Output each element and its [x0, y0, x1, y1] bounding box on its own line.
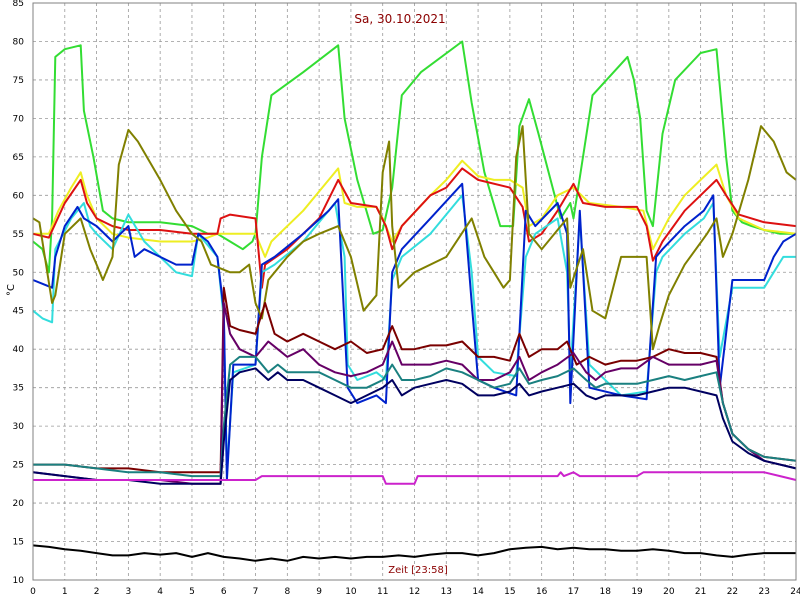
series-line-6: [32, 125, 797, 351]
x-tick-label: 21: [695, 587, 706, 597]
x-tick-label: 1: [62, 587, 68, 597]
series-layer: [32, 40, 797, 562]
series-line-4: [32, 194, 796, 474]
chart-title: Sa, 30.10.2021: [354, 12, 445, 26]
x-tick-labels: 0 1 2 3 4 5 6 7 8 9 10 11 12 13 14 15 16 17 18 19 20 21 22 23 24: [30, 587, 800, 597]
x-tick-label: 7: [253, 587, 259, 597]
y-tick-label: 15: [13, 538, 24, 548]
series-line-5: [32, 182, 797, 481]
x-tick-label: 13: [441, 587, 452, 597]
x-tick-label: 11: [377, 587, 388, 597]
series-line-11: [33, 471, 797, 485]
y-tick-label: 65: [13, 153, 24, 163]
series-line-12: [32, 544, 796, 562]
x-tick-label: 14: [472, 587, 484, 597]
x-tick-label: 2: [94, 587, 100, 597]
x-tick-label: 22: [727, 587, 738, 597]
x-tick-label: 23: [758, 587, 769, 597]
x-tick-label: 18: [600, 587, 612, 597]
x-tick-label: 12: [409, 587, 420, 597]
plot-frame: [32, 2, 797, 581]
x-tick-label: 6: [221, 587, 227, 597]
x-tick-label: 19: [631, 587, 643, 597]
x-tick-label: 17: [568, 587, 579, 597]
x-tick-label: 15: [504, 587, 515, 597]
series-line-7: [33, 286, 797, 474]
x-axis-label: Zeit [23:58]: [388, 565, 448, 576]
x-tick-label: 4: [157, 587, 163, 597]
y-tick-label: 55: [13, 230, 24, 240]
y-tick-label: 80: [13, 37, 25, 47]
y-tick-label: 85: [13, 0, 24, 9]
y-tick-label: 70: [13, 114, 25, 124]
x-tick-label: 8: [284, 587, 290, 597]
series-line-1: [32, 40, 796, 274]
x-tick-label: 0: [30, 587, 36, 597]
series-line-8: [32, 302, 797, 485]
x-tick-label: 5: [189, 587, 195, 597]
y-tick-label: 50: [13, 268, 25, 278]
y-tick-label: 30: [13, 422, 25, 432]
x-tick-label: 24: [790, 587, 800, 597]
y-tick-label: 10: [13, 576, 25, 586]
x-tick-label: 10: [345, 587, 357, 597]
y-tick-label: 35: [13, 384, 24, 394]
series-line-2: [33, 159, 797, 258]
y-tick-label: 40: [13, 345, 25, 355]
y-tick-label: 75: [13, 76, 24, 86]
y-tick-label: 20: [13, 499, 25, 509]
y-tick-label: 60: [13, 191, 25, 201]
y-axis-label: °C: [6, 284, 17, 296]
y-tick-label: 25: [13, 461, 24, 471]
series-line-3: [32, 167, 797, 289]
x-tick-label: 16: [536, 587, 548, 597]
series-line-9: [33, 355, 797, 478]
x-tick-label: 3: [126, 587, 132, 597]
series-line-10: [32, 367, 797, 485]
y-tick-label: 45: [13, 307, 24, 317]
x-tick-label: 20: [663, 587, 675, 597]
x-tick-label: 9: [316, 587, 322, 597]
y-tick-labels: 10 15 20 25 30 35 40 45 50 55 60 65 70 75 80 85: [13, 0, 25, 586]
